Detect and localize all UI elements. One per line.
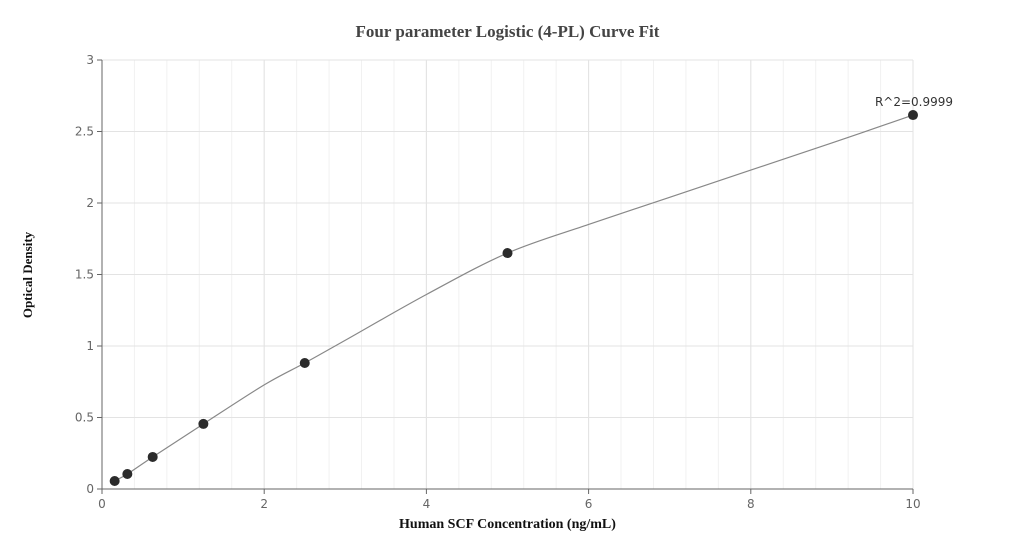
data-point-marker	[198, 418, 209, 429]
data-point-marker	[908, 110, 918, 121]
chart-title: Four parameter Logistic (4-PL) Curve Fit	[355, 22, 660, 41]
x-tick-label: 10	[905, 497, 920, 511]
y-axis-label: Optical Density	[20, 231, 35, 319]
y-tick-label: 2	[86, 196, 94, 210]
fit-curve-line	[114, 114, 914, 482]
data-point-marker	[147, 451, 158, 462]
x-tick-label: 2	[260, 497, 268, 511]
y-tick-label: 0	[86, 482, 94, 496]
data-point-marker	[122, 468, 133, 479]
x-tick-label: 0	[98, 497, 106, 511]
data-point-marker	[299, 358, 310, 369]
x-tick-label: 6	[585, 497, 593, 511]
data-point-marker	[502, 248, 513, 259]
y-tick-label: 1	[86, 339, 94, 353]
x-tick-label: 8	[747, 497, 755, 511]
x-axis-label: Human SCF Concentration (ng/mL)	[399, 517, 616, 532]
data-point-marker	[109, 475, 120, 486]
y-tick-label: 1.5	[75, 268, 94, 282]
x-tick-label: 4	[423, 497, 431, 511]
y-tick-label: 3	[86, 53, 94, 67]
y-tick-label: 2.5	[75, 125, 94, 139]
r-squared-annotation: R^2=0.9999	[875, 95, 953, 109]
y-tick-label: 0.5	[75, 411, 94, 425]
